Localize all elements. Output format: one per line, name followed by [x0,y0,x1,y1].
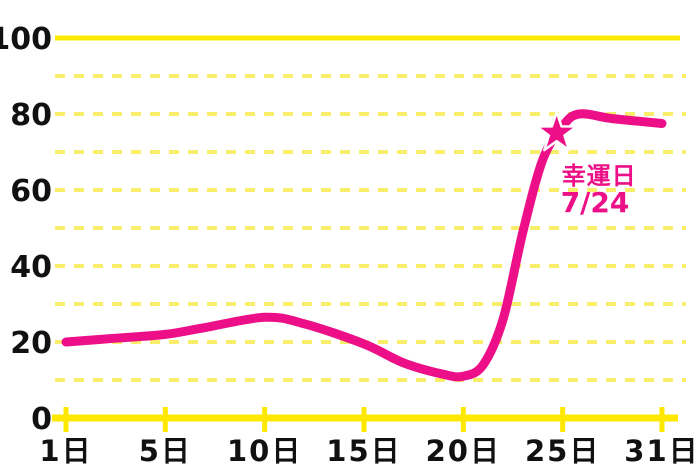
lucky-day-label: 幸運日 [562,162,637,190]
lucky-star-icon [535,110,578,152]
y-tick-label-100: 100 [0,22,52,57]
x-tick-label-20: 20日 [426,434,501,467]
x-tick-label-10: 10日 [227,434,302,467]
x-tick-label-5: 5日 [139,434,192,467]
y-tick-label-60: 60 [10,174,52,209]
y-tick-label-0: 0 [31,402,52,437]
lucky-day-date: 7/24 [561,186,630,219]
y-tick-label-40: 40 [10,250,52,285]
y-tick-label-80: 80 [10,98,52,133]
x-tick-label-31: 31日 [624,434,699,467]
x-tick-label-15: 15日 [326,434,401,467]
x-tick-label-25: 25日 [525,434,600,467]
y-tick-label-20: 20 [10,326,52,361]
x-tick-label-1: 1日 [39,434,92,467]
